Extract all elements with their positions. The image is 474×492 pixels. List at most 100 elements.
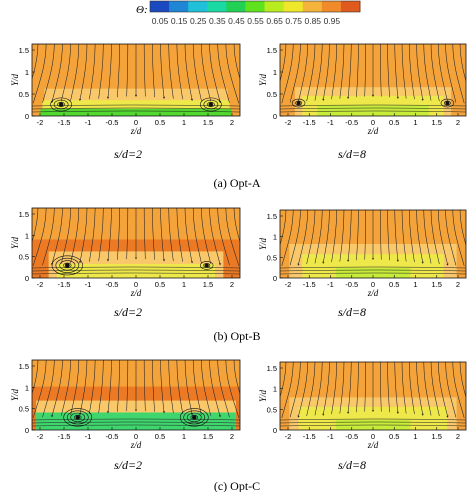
x-tick-label: -1.5 bbox=[303, 118, 316, 127]
streamline bbox=[314, 210, 323, 264]
vortex-ring bbox=[63, 408, 93, 427]
streamline bbox=[32, 421, 240, 424]
streamline bbox=[423, 210, 432, 264]
streamline bbox=[401, 44, 407, 99]
streamline bbox=[225, 44, 240, 104]
vortex-ring bbox=[59, 260, 76, 271]
x-axis-label: z/d bbox=[130, 126, 142, 136]
colorbar: Θ: 0.05 0.15 0.25 0.35 0.45 0.55 0.65 0.75 0.85 0… bbox=[136, 0, 361, 26]
streamline bbox=[217, 208, 230, 266]
streamline bbox=[423, 44, 432, 101]
y-tick-label: 1.5 bbox=[267, 212, 277, 221]
streamline bbox=[297, 210, 308, 266]
streamline bbox=[280, 418, 466, 421]
streamline bbox=[331, 210, 337, 263]
streamline bbox=[143, 208, 146, 260]
subplot-label-c-right: s/d=8 bbox=[338, 458, 366, 472]
subplot-label-a-left: s/d=2 bbox=[114, 147, 142, 161]
vortex-ring bbox=[291, 98, 306, 108]
y-axis-label: Y/d bbox=[258, 238, 268, 251]
streamline bbox=[289, 210, 301, 266]
streamline bbox=[394, 210, 399, 262]
x-tick-label: -0.5 bbox=[345, 118, 358, 127]
colorbar-tick-label: 0.45 bbox=[228, 16, 245, 26]
caption-opt-b: (b) Opt-B bbox=[214, 329, 261, 343]
y-tick-label: 1 bbox=[273, 385, 277, 394]
streamline bbox=[409, 210, 415, 263]
streamline bbox=[289, 362, 301, 418]
streamline bbox=[297, 362, 308, 418]
contour-fill bbox=[32, 208, 240, 278]
streamline bbox=[192, 44, 202, 101]
streamlines bbox=[280, 44, 466, 113]
streamline bbox=[379, 210, 382, 260]
axis-ticks: 0 0.5 1 1.5 -2 -1.5 -1 -0.5 0 0.5 1 1.5 2 bbox=[267, 364, 461, 441]
streamline bbox=[209, 208, 221, 266]
streamline bbox=[176, 360, 183, 414]
contour-region bbox=[40, 108, 232, 116]
streamline bbox=[184, 360, 193, 416]
streamline bbox=[225, 360, 240, 418]
x-tick-label: 0 bbox=[134, 118, 138, 127]
streamline bbox=[70, 360, 80, 416]
y-tick-label: 1 bbox=[25, 231, 29, 240]
streamline bbox=[32, 110, 240, 113]
x-tick-label: -1 bbox=[85, 118, 92, 127]
y-tick-label: 1 bbox=[273, 68, 277, 77]
x-tick-label: 0 bbox=[134, 280, 138, 289]
streamline bbox=[168, 360, 174, 414]
x-axis-label: z/d bbox=[130, 440, 142, 450]
x-tick-label: -2 bbox=[37, 432, 44, 441]
streamline bbox=[280, 210, 287, 247]
streamline bbox=[60, 44, 71, 102]
colorbar-ticks: 0.05 0.15 0.25 0.35 0.45 0.55 0.65 0.75 0.85 0.95 bbox=[152, 16, 341, 26]
x-axis-label: z/d bbox=[130, 288, 142, 298]
vortex-core bbox=[58, 102, 64, 107]
streamline bbox=[89, 44, 96, 100]
streamline bbox=[217, 44, 230, 103]
streamline bbox=[314, 44, 323, 101]
streamline bbox=[347, 44, 352, 99]
streamline bbox=[89, 360, 96, 414]
colorbar-cell bbox=[226, 1, 246, 12]
x-tick-label: -1 bbox=[327, 118, 334, 127]
streamline bbox=[42, 360, 55, 418]
x-tick-label: -2 bbox=[285, 432, 292, 441]
streamline bbox=[32, 360, 39, 395]
y-axis-label: Y/d bbox=[10, 389, 20, 402]
streamline bbox=[459, 210, 466, 247]
y-tick-label: 0.5 bbox=[267, 90, 277, 99]
x-tick-label: 1.5 bbox=[432, 280, 442, 289]
contour-fill bbox=[280, 362, 466, 430]
streamline bbox=[32, 418, 240, 421]
colorbar-tick-label: 0.75 bbox=[285, 16, 302, 26]
y-tick-label: 0 bbox=[273, 426, 277, 435]
x-tick-label: -2 bbox=[37, 118, 44, 127]
streamline bbox=[339, 44, 345, 99]
streamline bbox=[347, 362, 352, 414]
streamline bbox=[452, 44, 465, 104]
streamline bbox=[314, 362, 323, 416]
streamline bbox=[364, 210, 367, 260]
streamline bbox=[459, 44, 466, 83]
streamline bbox=[322, 44, 330, 101]
panel-opt-c: 0 0.5 1 1.5 -2 -1.5 -1 -0.5 0 0.5 1 1.5 2 Y/d z/d 0 0.5… bbox=[10, 359, 467, 492]
x-tick-label: -1.5 bbox=[58, 280, 71, 289]
colorbar-tick-label: 0.25 bbox=[190, 16, 207, 26]
y-tick-label: 1.5 bbox=[19, 210, 29, 219]
streamline bbox=[107, 208, 112, 262]
x-tick-label: -1 bbox=[85, 280, 92, 289]
streamline bbox=[143, 360, 146, 412]
contour-plot-a-s2: 0 0.5 1 1.5 -2 -1.5 -1 -0.5 0 0.5 1 1.5 2 Y/d z/d bbox=[10, 43, 241, 136]
x-tick-label: -1.5 bbox=[58, 118, 71, 127]
x-tick-label: 1 bbox=[182, 118, 186, 127]
y-tick-label: 1.5 bbox=[267, 364, 277, 373]
axis-ticks: 0 0.5 1 1.5 -2 -1.5 -1 -0.5 0 0.5 1 1.5 2 bbox=[19, 210, 235, 289]
streamline bbox=[225, 208, 240, 266]
y-axis-label: Y/d bbox=[10, 237, 20, 250]
vortex-ring bbox=[186, 412, 202, 423]
streamline bbox=[401, 362, 407, 414]
y-tick-label: 1.5 bbox=[19, 46, 29, 55]
streamline bbox=[280, 107, 466, 110]
colorbar-cell bbox=[321, 1, 342, 12]
